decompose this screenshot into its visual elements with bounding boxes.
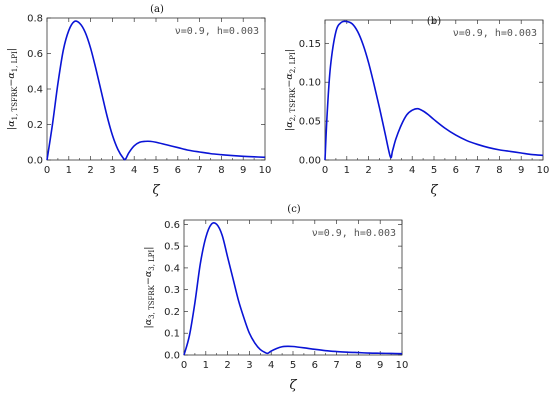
chart-3-ylabel-mid: −α bbox=[143, 270, 154, 285]
chart-3-ytick-label: 0.0 bbox=[164, 351, 180, 362]
chart-1-ylabel-mid: −α bbox=[6, 72, 17, 87]
chart-2-xtick-label: 7 bbox=[474, 165, 480, 176]
chart-1-xlabel: ζ bbox=[152, 183, 160, 198]
chart-3-xtick-label: 7 bbox=[333, 360, 339, 371]
chart-3-ytick-label: 0.2 bbox=[164, 307, 180, 318]
chart-1: (a) ν=0.9, h=0.003 0 1 2 3 4 5 6 7 8 9 10 0.0 0.2 0.4 0.… bbox=[6, 4, 271, 198]
chart-1-ylabel-sub2: 1, LPI bbox=[11, 51, 19, 72]
chart-2-ytick-label: 0.05 bbox=[299, 117, 321, 128]
chart-1-ytick-label: 0.0 bbox=[27, 156, 43, 167]
chart-1-panel-label: (a) bbox=[150, 4, 164, 15]
chart-1-xtick-label: 8 bbox=[218, 165, 224, 176]
chart-3: (c) ν=0.9, h=0.003 0 1 2 3 4 5 6 7 8 9 10 0.0 0.1 0.2 0.… bbox=[143, 204, 408, 393]
chart-2-xtick-label: 6 bbox=[453, 165, 459, 176]
chart-3-series-line bbox=[183, 222, 403, 356]
chart-3-annotation: ν=0.9, h=0.003 bbox=[312, 228, 396, 239]
chart-1-xtick-label: 0 bbox=[44, 165, 50, 176]
chart-2-xtick-label: 10 bbox=[537, 165, 550, 176]
chart-1-xtick-label: 4 bbox=[131, 165, 137, 176]
chart-3-xtick-label: 3 bbox=[246, 360, 252, 371]
chart-2-xtick-label: 4 bbox=[409, 165, 415, 176]
chart-3-ytick-label: 0.4 bbox=[164, 263, 180, 274]
chart-2-ytick-label: 0.10 bbox=[299, 78, 321, 89]
chart-1-annotation: ν=0.9, h=0.003 bbox=[175, 26, 259, 37]
chart-3-xtick-label: 6 bbox=[312, 360, 318, 371]
chart-1-ytick-label: 0.4 bbox=[27, 85, 43, 96]
chart-3-ylabel-sub1: 3, TSFRK bbox=[148, 284, 156, 318]
chart-1-xtick-label: 1 bbox=[66, 165, 72, 176]
chart-1-frame bbox=[46, 17, 266, 161]
chart-3-xtick-label: 9 bbox=[377, 360, 383, 371]
chart-3-panel-label: (c) bbox=[287, 204, 301, 215]
chart-3-ytick-label: 0.3 bbox=[164, 285, 180, 296]
chart-1-xtick-label: 7 bbox=[196, 165, 202, 176]
chart-3-xtick-label: 1 bbox=[203, 360, 209, 371]
chart-3-xtick-label: 5 bbox=[290, 360, 296, 371]
chart-1-ylabel: |α1, TSFRK−α1, LPI| bbox=[6, 48, 19, 130]
chart-3-xtick-label: 2 bbox=[224, 360, 230, 371]
chart-2-xtick-label: 3 bbox=[387, 165, 393, 176]
chart-2-ylabel-sub2: 2, LPI bbox=[289, 52, 297, 73]
chart-1-xtick-label: 10 bbox=[259, 165, 272, 176]
chart-1-xtick-label: 2 bbox=[87, 165, 93, 176]
chart-1-series-line bbox=[46, 20, 266, 161]
chart-3-ytick-label: 0.6 bbox=[164, 220, 180, 231]
chart-2-xtick-label: 8 bbox=[496, 165, 502, 176]
chart-2-frame bbox=[324, 19, 544, 161]
chart-2-xlabel: ζ bbox=[430, 183, 438, 198]
chart-2-annotation: ν=0.9, h=0.003 bbox=[453, 28, 537, 39]
chart-1-ylabel-sub1: 1, TSFRK bbox=[11, 86, 19, 120]
chart-2-xtick-label: 2 bbox=[365, 165, 371, 176]
chart-3-ylabel: |α3, TSFRK−α3, LPI| bbox=[143, 247, 156, 329]
chart-2-series-line bbox=[324, 20, 544, 161]
chart-2-ylabel: |α2, TSFRK−α2, LPI| bbox=[284, 49, 297, 131]
chart-2-ylabel-sub1: 2, TSFRK bbox=[289, 87, 297, 121]
chart-2-ytick-label: 0.15 bbox=[299, 39, 321, 50]
chart-3-xtick-label: 10 bbox=[396, 360, 409, 371]
chart-3-ytick-label: 0.5 bbox=[164, 242, 180, 253]
chart-3-xlabel: ζ bbox=[289, 378, 297, 393]
chart-2-ylabel-mid: −α bbox=[284, 73, 295, 88]
chart-2-xtick-label: 1 bbox=[344, 165, 350, 176]
chart-3-ylabel-main: α bbox=[143, 318, 154, 325]
chart-3-frame bbox=[183, 219, 403, 356]
chart-3-xtick-label: 0 bbox=[181, 360, 187, 371]
chart-1-xtick-label: 3 bbox=[109, 165, 115, 176]
chart-1-xtick-label: 6 bbox=[175, 165, 181, 176]
chart-2-ytick-label: 0.00 bbox=[299, 156, 321, 167]
chart-2-xtick-label: 5 bbox=[431, 165, 437, 176]
chart-3-ylabel-sub2: 3, LPI bbox=[148, 249, 156, 270]
chart-2-ylabel-main: α bbox=[284, 121, 295, 128]
chart-1-xtick-label: 5 bbox=[153, 165, 159, 176]
chart-3-ytick-label: 0.1 bbox=[164, 329, 180, 340]
chart-1-ylabel-main: α bbox=[6, 120, 17, 127]
chart-3-xtick-label: 8 bbox=[355, 360, 361, 371]
chart-2-xtick-label: 0 bbox=[322, 165, 328, 176]
chart-1-ytick-label: 0.8 bbox=[27, 14, 43, 25]
chart-1-ytick-label: 0.6 bbox=[27, 49, 43, 60]
chart-2-xtick-label: 9 bbox=[518, 165, 524, 176]
chart-3-xtick-label: 4 bbox=[268, 360, 274, 371]
chart-1-ytick-label: 0.2 bbox=[27, 120, 43, 131]
chart-1-xtick-label: 9 bbox=[240, 165, 246, 176]
